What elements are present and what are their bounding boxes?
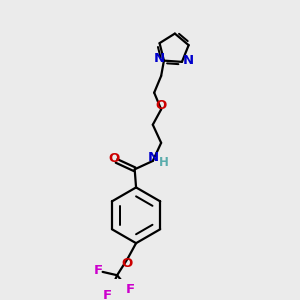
Text: O: O [155, 99, 167, 112]
Text: N: N [182, 54, 194, 67]
Text: F: F [103, 289, 112, 300]
Text: O: O [122, 257, 133, 270]
Text: O: O [108, 152, 119, 165]
Text: F: F [94, 264, 103, 277]
Text: N: N [148, 151, 159, 164]
Text: N: N [153, 52, 164, 65]
Text: H: H [158, 156, 168, 169]
Text: F: F [126, 283, 135, 296]
